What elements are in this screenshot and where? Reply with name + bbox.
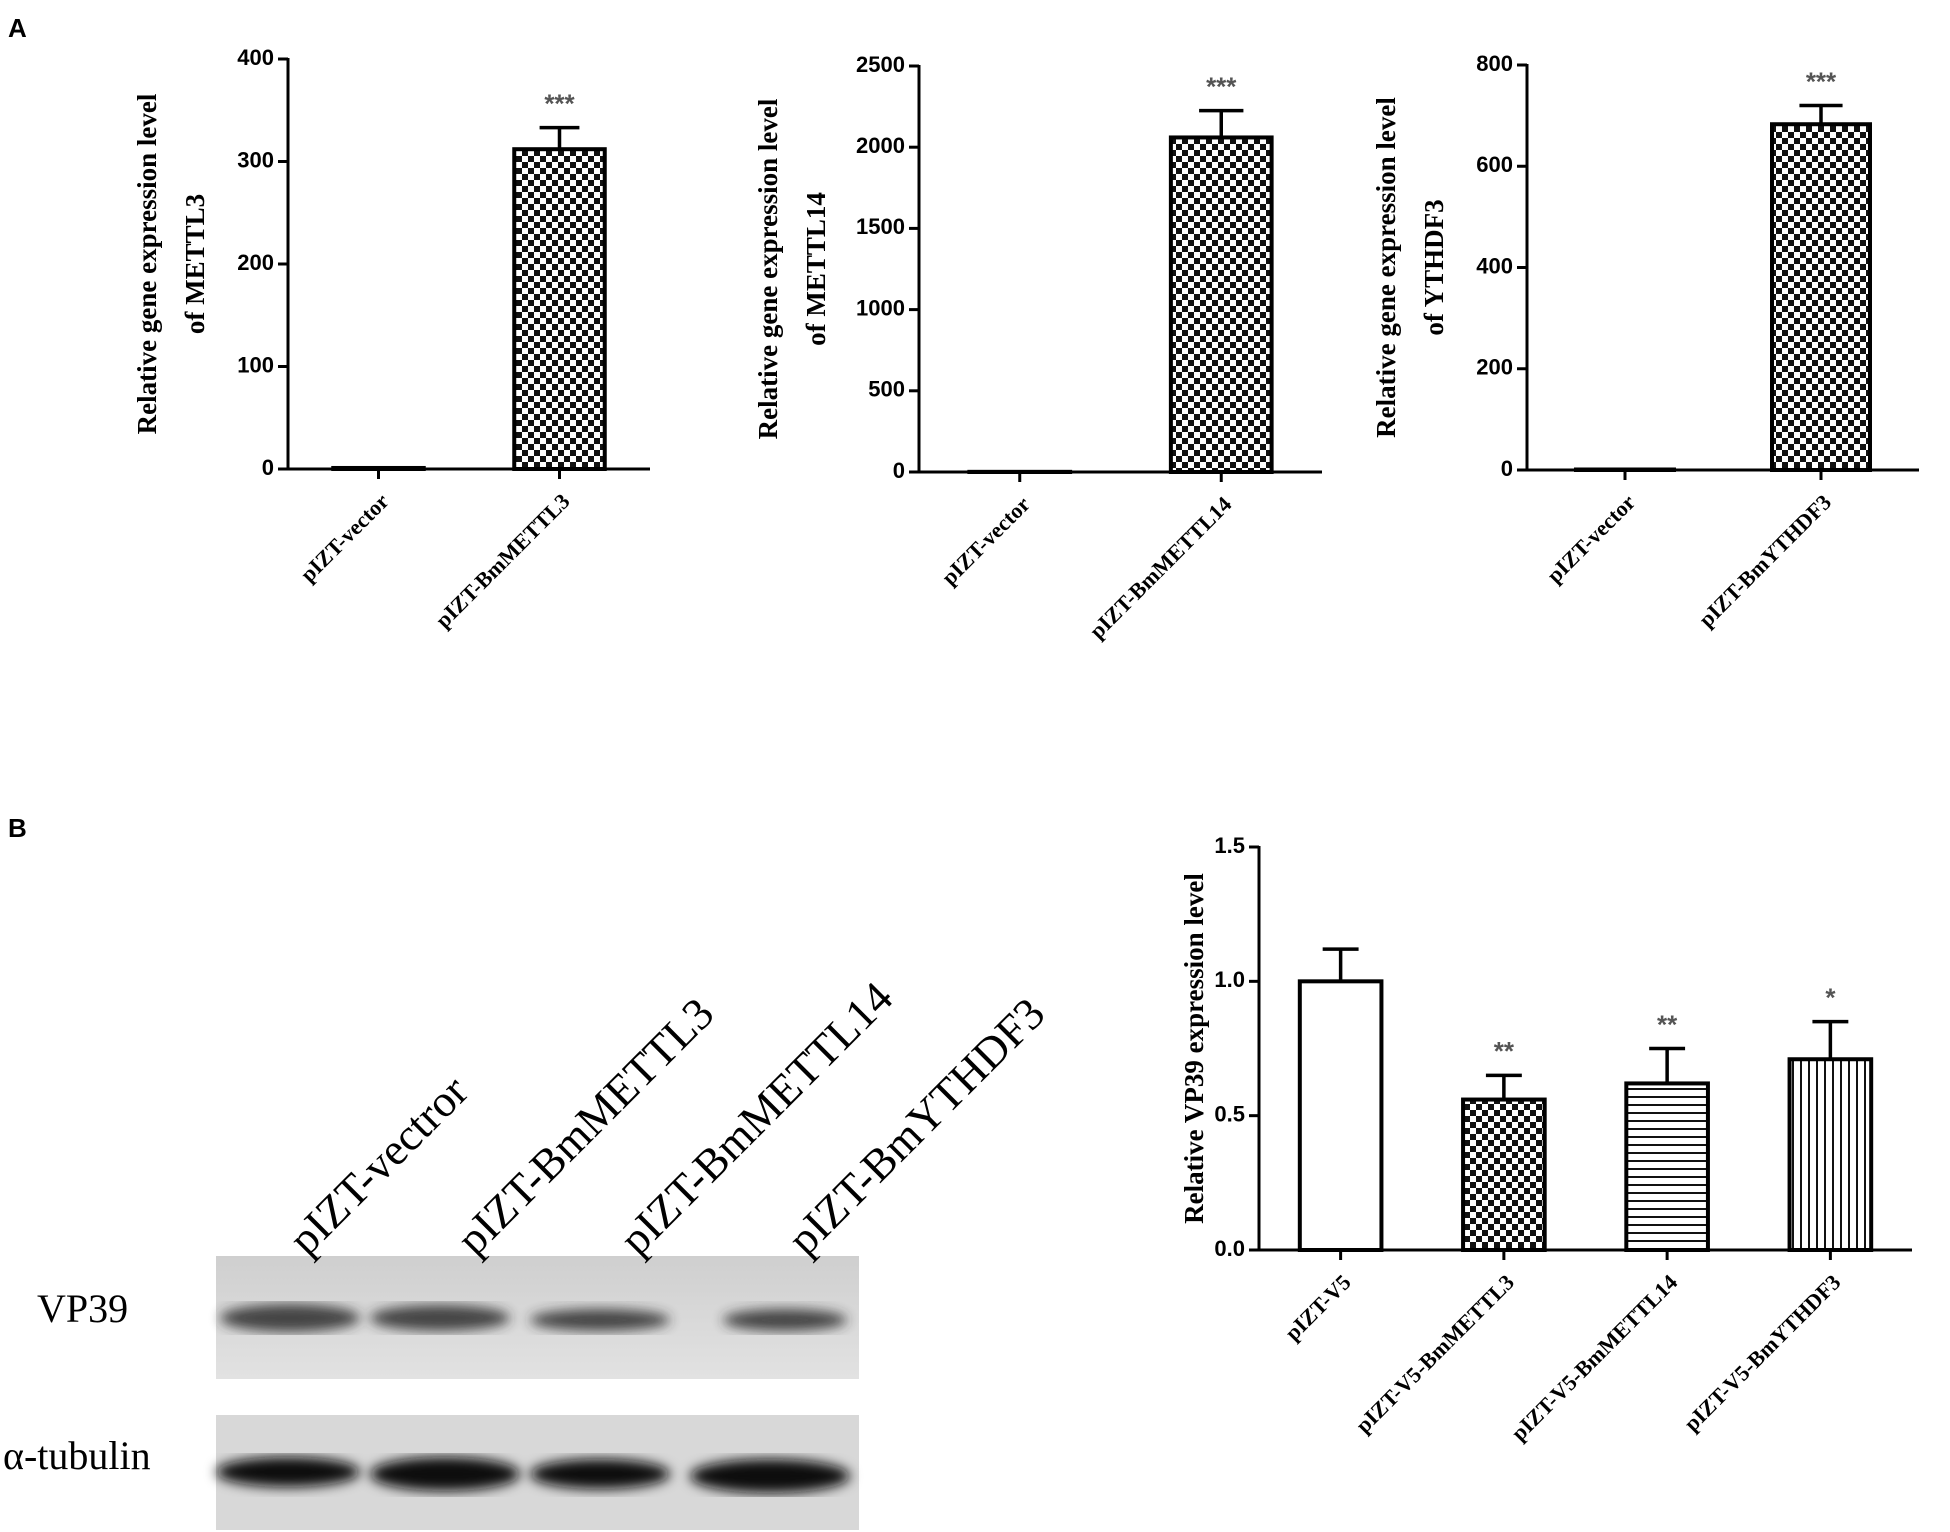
blot bbox=[216, 1256, 859, 1530]
bar bbox=[1297, 979, 1384, 1252]
error-bar bbox=[1799, 103, 1843, 125]
x-tick-label: pIZT-BmYTHDF3 bbox=[1694, 489, 1836, 631]
y-tick-label: 200 bbox=[237, 250, 274, 275]
y-axis-label: Relative VP39 expression level bbox=[1179, 873, 1209, 1224]
y-tick-label: 0 bbox=[1501, 456, 1513, 481]
y-tick-label: 2000 bbox=[856, 133, 905, 158]
bar bbox=[512, 147, 607, 471]
bar bbox=[1787, 1057, 1874, 1253]
x-tick-label: pIZT-BmMETTL14 bbox=[1084, 491, 1236, 643]
y-axis-label: Relative gene expression level bbox=[132, 93, 162, 434]
y-tick-label: 1.0 bbox=[1214, 967, 1245, 992]
y-axis-label: Relative gene expression level bbox=[1371, 97, 1401, 438]
significance: *** bbox=[544, 89, 575, 119]
error-bar bbox=[1649, 1046, 1686, 1084]
significance: *** bbox=[1806, 66, 1837, 96]
bar bbox=[1770, 122, 1872, 472]
y-tick-label: 300 bbox=[237, 147, 274, 172]
x-tick-label: pIZT-vector bbox=[937, 491, 1036, 590]
y-tick-label: 600 bbox=[1476, 152, 1513, 177]
x-tick-label: pIZT-V5 bbox=[1280, 1269, 1356, 1345]
error-bar bbox=[1485, 1073, 1522, 1100]
y-tick-label: 0 bbox=[893, 458, 905, 483]
y-axis-label: of METTL14 bbox=[801, 192, 831, 346]
y-axis-label: Relative gene expression level bbox=[753, 98, 783, 439]
error-bar bbox=[539, 125, 580, 150]
lane-label: pIZT-BmMETTL14 bbox=[610, 972, 902, 1264]
bar bbox=[1574, 467, 1676, 472]
y-tick-label: 0.0 bbox=[1214, 1236, 1245, 1261]
y-tick-label: 400 bbox=[237, 45, 274, 70]
y-tick-label: 200 bbox=[1476, 355, 1513, 380]
y-tick-label: 1.5 bbox=[1214, 833, 1245, 858]
y-tick-label: 100 bbox=[237, 352, 274, 377]
x-tick-label: pIZT-BmMETTL3 bbox=[430, 488, 574, 632]
error-bar bbox=[1812, 1019, 1849, 1060]
bar bbox=[331, 465, 426, 472]
panel-label: A bbox=[8, 13, 27, 43]
y-tick-label: 800 bbox=[1476, 51, 1513, 76]
x-tick-label: pIZT-V5-BmMETTL14 bbox=[1506, 1269, 1682, 1445]
bar bbox=[1624, 1081, 1710, 1252]
bar bbox=[1461, 1097, 1547, 1252]
error-bar bbox=[1199, 108, 1244, 138]
y-axis-label: of METTL3 bbox=[180, 194, 210, 334]
band-label: VP39 bbox=[37, 1286, 128, 1331]
significance: ** bbox=[1657, 1009, 1678, 1039]
bar bbox=[1168, 135, 1274, 474]
significance: ** bbox=[1494, 1036, 1515, 1066]
significance: * bbox=[1825, 983, 1836, 1013]
y-tick-label: 2500 bbox=[856, 52, 905, 77]
band-label: α-tubulin bbox=[3, 1433, 151, 1478]
x-tick-label: pIZT-vector bbox=[1542, 489, 1641, 588]
y-tick-label: 0.5 bbox=[1214, 1101, 1245, 1126]
y-tick-label: 1000 bbox=[856, 295, 905, 320]
error-bar bbox=[1322, 947, 1359, 982]
lane-label: pIZT-vectror bbox=[279, 1066, 478, 1265]
y-tick-label: 0 bbox=[262, 455, 274, 480]
y-tick-label: 400 bbox=[1476, 253, 1513, 278]
significance: *** bbox=[1206, 72, 1237, 102]
panel-label: B bbox=[8, 813, 27, 843]
y-tick-label: 1500 bbox=[856, 214, 905, 239]
x-tick-label: pIZT-V5-BmMETTL3 bbox=[1351, 1269, 1519, 1437]
y-axis-label: of YTHDF3 bbox=[1419, 199, 1449, 335]
x-tick-label: pIZT-V5-BmYTHDF3 bbox=[1679, 1269, 1846, 1436]
y-tick-label: 500 bbox=[868, 377, 905, 402]
x-tick-label: pIZT-vector bbox=[295, 488, 394, 587]
